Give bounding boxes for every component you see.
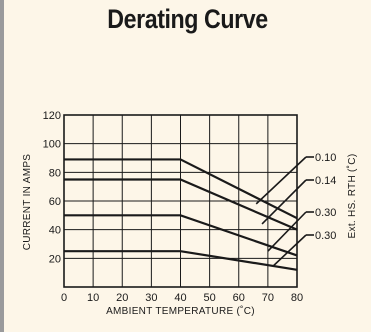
- series-line: [64, 250, 298, 271]
- y-tick-label: 60: [49, 196, 61, 208]
- series-line: [64, 158, 298, 220]
- chart-labels: AMBIENT TEMPERATURE (˚C) CURRENT IN AMPS…: [22, 154, 358, 317]
- series-leader: [261, 179, 307, 225]
- x-tick-label: 70: [262, 292, 274, 304]
- y-tick-label: 40: [49, 225, 61, 237]
- series-label: 0.14: [315, 175, 336, 187]
- series-line: [64, 178, 298, 231]
- series-label: 0.30: [315, 207, 336, 219]
- series-label: 0.10: [315, 152, 336, 164]
- series-leader: [267, 211, 307, 252]
- y-axis-label: CURRENT IN AMPS: [22, 154, 33, 251]
- series-line: [64, 214, 298, 257]
- x-tick-label: 50: [204, 292, 216, 304]
- y-tick-label: 120: [43, 110, 61, 122]
- x-axis-label: AMBIENT TEMPERATURE (˚C): [106, 305, 255, 317]
- x-tick-label: 0: [61, 292, 67, 304]
- x-tick-label: 80: [291, 292, 303, 304]
- x-tick-label: 10: [87, 292, 99, 304]
- x-tick-label: 40: [174, 292, 186, 304]
- chart-panel: [4, 0, 371, 332]
- x-tick-label: 20: [116, 292, 128, 304]
- chart-series: 0.10 0.14 0.30 0.30: [64, 152, 336, 271]
- y-tick-label: 80: [49, 167, 61, 179]
- right-axis-label: Ext. HS. RTH (˚C): [346, 154, 358, 239]
- y-tick-label: 100: [43, 139, 61, 151]
- page-title: Derating Curve: [107, 4, 268, 34]
- left-accent-bar: [0, 0, 4, 332]
- x-tick-label: 60: [233, 292, 245, 304]
- chart-ticks: 0 10 20 30 40 50 60 70 80 20 40 60 80 100 120: [43, 110, 303, 304]
- series-leader: [255, 156, 307, 205]
- series-leader: [273, 234, 307, 267]
- series-label: 0.30: [315, 230, 336, 242]
- x-tick-label: 30: [145, 292, 157, 304]
- y-tick-label: 20: [49, 253, 61, 265]
